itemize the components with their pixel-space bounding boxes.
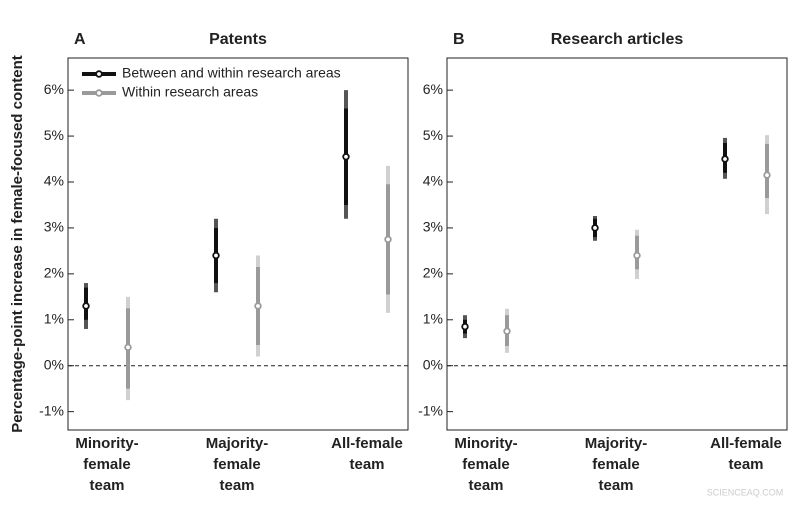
legend-marker	[95, 70, 103, 78]
y-tick-label: -1%	[39, 402, 64, 418]
point	[591, 224, 599, 232]
y-tick-label: 0%	[44, 356, 64, 372]
point	[124, 343, 132, 352]
legend-label: Within research areas	[122, 84, 258, 100]
y-tick-label: 5%	[44, 127, 64, 143]
point	[503, 327, 511, 335]
panel-label: A	[74, 31, 86, 48]
x-tick-label: team	[598, 477, 633, 494]
x-tick-label: All-female	[331, 435, 403, 452]
x-tick-label: All-female	[710, 435, 782, 452]
legend-marker	[95, 89, 103, 97]
y-tick-label: 5%	[423, 127, 443, 143]
x-tick-label: Majority-	[206, 435, 269, 452]
x-tick-label: Majority-	[585, 435, 648, 452]
point	[254, 302, 262, 310]
point	[82, 302, 90, 310]
y-tick-label: -1%	[418, 402, 443, 418]
y-tick-label: 1%	[44, 310, 64, 326]
y-tick-label: 1%	[423, 310, 443, 326]
y-tick-label: 6%	[423, 81, 443, 97]
x-tick-label: female	[83, 456, 131, 473]
point	[721, 155, 729, 163]
point	[633, 251, 641, 260]
x-tick-label: team	[468, 477, 503, 494]
x-tick-label: Minority-	[75, 435, 138, 452]
x-tick-label: team	[219, 477, 254, 494]
x-tick-label: female	[592, 456, 640, 473]
point	[461, 322, 469, 331]
y-tick-label: 4%	[423, 173, 443, 189]
x-tick-label: female	[462, 456, 510, 473]
y-tick-label: 2%	[423, 265, 443, 281]
point	[342, 153, 350, 161]
x-tick-label: team	[728, 456, 763, 473]
panel-title: Research articles	[551, 31, 684, 48]
point	[763, 171, 771, 179]
plot-frame	[446, 57, 788, 431]
point	[384, 235, 392, 244]
point	[212, 251, 220, 260]
y-axis-label: Percentage-point increase in female-focu…	[9, 55, 26, 433]
plot-frame	[67, 57, 409, 431]
x-tick-label: team	[349, 456, 384, 473]
y-tick-label: 2%	[44, 265, 64, 281]
panel-title: Patents	[209, 31, 267, 48]
y-tick-label: 3%	[423, 219, 443, 235]
panel-label: B	[453, 31, 465, 48]
x-tick-label: female	[213, 456, 261, 473]
watermark: SCIENCEAQ.COM	[707, 487, 784, 497]
x-tick-label: team	[89, 477, 124, 494]
legend-label: Between and within research areas	[122, 65, 341, 81]
x-tick-label: Minority-	[454, 435, 517, 452]
y-tick-label: 4%	[44, 173, 64, 189]
y-tick-label: 6%	[44, 81, 64, 97]
y-tick-label: 3%	[44, 219, 64, 235]
y-tick-label: 0%	[423, 356, 443, 372]
